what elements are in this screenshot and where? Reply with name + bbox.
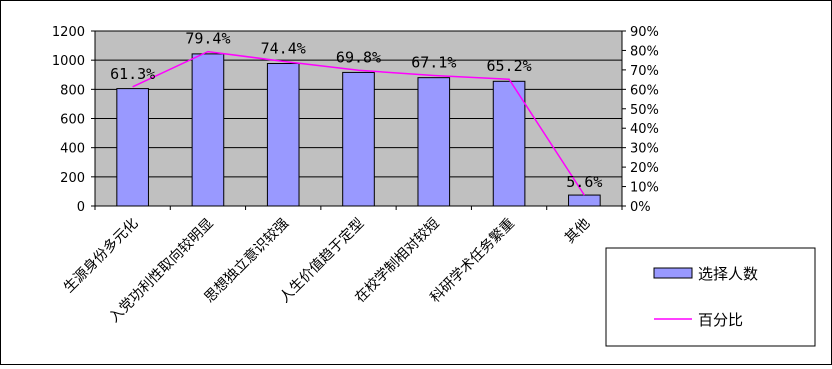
bar-4 (417, 77, 451, 207)
bar-1 (191, 53, 225, 207)
legend: 选择人数 百分比 (605, 247, 816, 347)
y-left-tick-label: 0 (77, 200, 85, 215)
plot-area: 61.3% 79.4% 74.4% 69.8% 67.1% 65.2% 5.6% (95, 30, 622, 207)
y-right-tick-label: 70% (630, 64, 659, 79)
y-right-tick-label: 10% (630, 181, 659, 196)
data-label-3: 69.8% (336, 48, 381, 66)
legend-label-line: 百分比 (698, 311, 743, 329)
percent-line (132, 50, 585, 196)
data-label-1: 79.4% (185, 30, 230, 48)
data-label-0: 61.3% (110, 65, 155, 83)
y-right-tick-label: 90% (630, 25, 659, 40)
y-left-tick-label: 1000 (52, 54, 85, 69)
legend-box (605, 247, 816, 347)
bar-0 (116, 88, 149, 207)
data-label-2: 74.4% (261, 39, 306, 57)
y-left-tick-label: 200 (60, 171, 85, 186)
y-left-tick-label: 400 (60, 142, 85, 157)
y-right-tick-label: 0% (630, 200, 651, 215)
y-right-tick-label: 60% (630, 83, 659, 98)
bar-6 (568, 194, 601, 207)
y-right-tick-label: 40% (630, 122, 659, 137)
data-label-4: 67.1% (411, 54, 456, 72)
legend-bar-swatch (653, 267, 693, 279)
y-right-tick-label: 50% (630, 103, 659, 118)
data-label-6: 5.6% (566, 173, 602, 191)
y-right-tick-label: 20% (630, 161, 659, 176)
bar-5 (492, 80, 526, 207)
bar-2 (266, 63, 300, 207)
y-right-tick-label: 80% (630, 44, 659, 59)
y-left-tick-label: 1200 (52, 25, 85, 40)
axes: 0 200 400 600 800 1000 1200 0% 10% 20% 30% 40% 50% 60… (52, 25, 659, 215)
y-right-tick-label: 30% (630, 142, 659, 157)
y-left-tick-label: 800 (60, 83, 85, 98)
data-label-5: 65.2% (486, 57, 531, 75)
y-left-tick-label: 600 (60, 113, 85, 128)
legend-label-bars: 选择人数 (698, 265, 758, 283)
bar-3 (342, 71, 375, 207)
